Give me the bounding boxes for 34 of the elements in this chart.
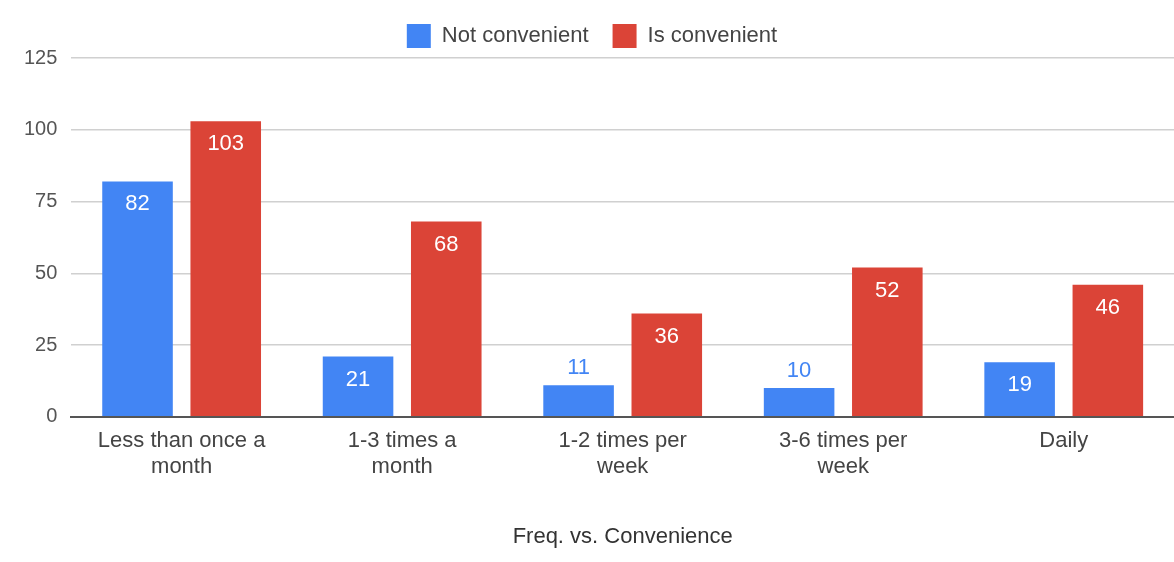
legend-label: Not convenient	[441, 22, 589, 48]
bar	[852, 267, 923, 417]
data-label: 52	[875, 276, 900, 302]
y-tick-label: 125	[23, 45, 58, 68]
y-tick-label: 100	[23, 117, 58, 140]
data-label: 68	[434, 230, 459, 256]
bar	[1072, 284, 1144, 417]
x-tick-label: Daily	[1039, 427, 1089, 453]
bar	[763, 388, 835, 417]
y-tick-label: 0	[46, 404, 58, 427]
data-label: 103	[207, 130, 245, 156]
y-tick-label: 75	[35, 189, 58, 212]
x-tick-label: 1-2 times per week	[558, 427, 687, 479]
bar	[322, 356, 394, 417]
y-tick-label: 50	[35, 260, 58, 283]
x-tick-label: Less than once a month	[97, 427, 267, 479]
data-label: 46	[1095, 293, 1121, 319]
data-label: 36	[654, 322, 680, 348]
bar	[631, 313, 703, 417]
data-label: 21	[345, 365, 371, 391]
data-label: 10	[786, 357, 812, 383]
data-label: 19	[1007, 371, 1032, 397]
legend-label: Is convenient	[647, 22, 778, 48]
x-tick-label: 3-6 times per week	[779, 427, 908, 479]
bar	[543, 385, 614, 417]
y-tick-label: 25	[35, 332, 58, 355]
data-label: 11	[567, 354, 590, 380]
bar	[190, 121, 262, 417]
bar	[984, 362, 1055, 417]
x-tick-label: 1-3 times a month	[347, 427, 458, 479]
x-axis-title: Freq. vs. Convenience	[512, 522, 733, 548]
bar	[102, 181, 173, 417]
data-label: 82	[125, 190, 150, 216]
bar	[410, 221, 482, 417]
